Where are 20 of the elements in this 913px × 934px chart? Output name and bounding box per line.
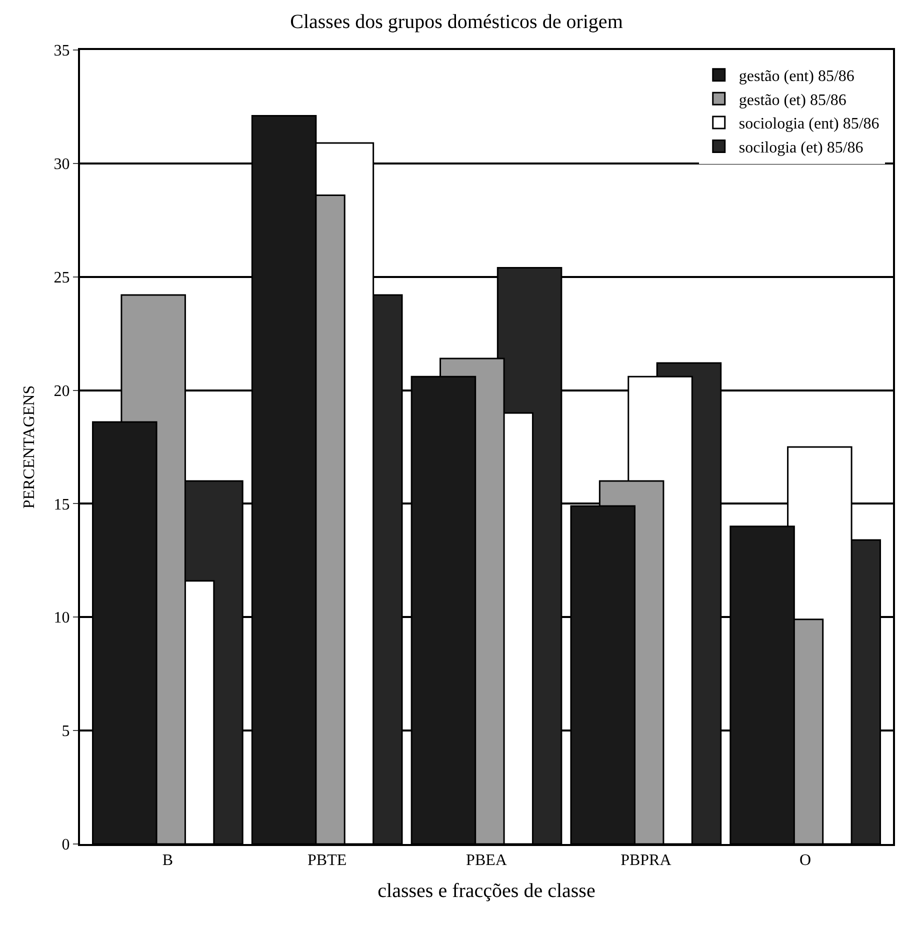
y-tick-label: 20 [54, 382, 70, 400]
y-tick-label: 25 [54, 269, 70, 286]
y-tick-label: 10 [54, 610, 70, 627]
x-tick-label: O [800, 852, 812, 870]
legend-label: gestão (ent) 85/86 [738, 68, 854, 86]
y-tick-label: 30 [54, 156, 70, 174]
y-tick-label: 0 [62, 836, 70, 854]
y-tick-label: 35 [54, 42, 70, 60]
legend-label: socilogia (et) 85/86 [738, 139, 864, 156]
x-tick-label: PBTE [308, 852, 347, 870]
chart-title: Classes dos grupos domésticos de origem [290, 11, 624, 34]
legend-label: sociologia (ent) 85/86 [738, 116, 880, 133]
y-axis-title: PERCENTAGENS [21, 385, 38, 509]
legend-label: gestão (et) 85/86 [738, 92, 846, 109]
x-axis-title: classes e fracções de classe [378, 880, 596, 902]
x-tick-label: PBEA [466, 852, 508, 870]
y-tick-label: 5 [62, 723, 70, 740]
x-tick-label: PBPRA [620, 852, 672, 870]
x-tick-label: B [162, 852, 174, 870]
y-tick-label: 15 [54, 496, 70, 514]
